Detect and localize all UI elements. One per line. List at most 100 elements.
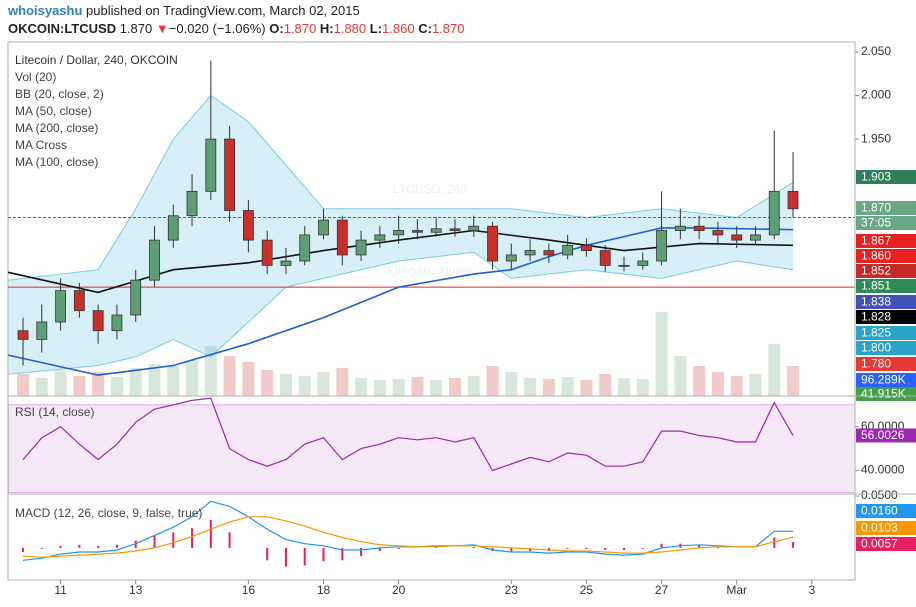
price-tag-label: 1.870: [861, 201, 891, 215]
watermark-subtitle: Litecoin / Dollar: [389, 264, 472, 278]
volume-bar: [336, 368, 349, 396]
price-tag-label: 1.828: [861, 310, 891, 324]
macd-line: [22, 516, 794, 558]
candle-body: [17, 330, 29, 340]
price-tag-label: 1.851: [861, 279, 891, 293]
candle-body: [581, 244, 592, 251]
candle-body: [505, 254, 517, 262]
price-tag: [856, 387, 916, 401]
pane: LTCUSD, 240 Litecoin / Dollar: [8, 60, 855, 396]
candle-body: [130, 279, 142, 316]
volume-bar: [561, 377, 574, 396]
volume-bar: [467, 376, 480, 396]
candle-body: [787, 190, 799, 210]
o-label: O:: [269, 21, 284, 36]
volume-bar: [17, 374, 30, 396]
price-tag: [856, 234, 916, 248]
volume-bar: [618, 378, 630, 396]
pane-title: RSI (14, close): [15, 405, 94, 419]
volume-bar: [430, 380, 443, 396]
price-tag-label: 0.0057: [861, 537, 898, 551]
candle-body: [299, 234, 311, 262]
price-tag-label: 41.915K: [861, 387, 906, 401]
pane-title: MACD (12, 26, close, 9, false, true): [15, 506, 202, 520]
volume-bar: [486, 366, 499, 396]
price-tag: [856, 201, 916, 215]
y-tick-label: 40.0000: [861, 463, 905, 477]
price-tag-label: 96.289K: [861, 373, 906, 387]
candle-body: [111, 314, 123, 332]
price-tag: [856, 373, 916, 387]
volume-bar: [73, 376, 86, 396]
candle-body: [167, 215, 179, 241]
price-tag-label: 1.903: [861, 170, 891, 184]
price-tag-label: 1.780: [861, 357, 891, 371]
candle-body: [562, 244, 574, 256]
candle-body: [92, 310, 104, 332]
volume-bar: [636, 379, 649, 396]
x-tick-label: 18: [317, 583, 331, 597]
legend-text: BB (20, close, 2): [15, 87, 104, 101]
volume-bar: [129, 368, 142, 396]
x-tick-label: 20: [392, 583, 406, 597]
y-tick-label: 2.050: [861, 44, 891, 58]
volume-bar: [693, 366, 706, 396]
quote-line: OKCOIN:LTCUSD 1.870 ▼−0.020 (−1.06%) O: 1…: [8, 20, 464, 38]
volume-bar: [524, 378, 537, 396]
candle-body: [336, 219, 348, 256]
change: −0.020 (−1.06%): [168, 21, 266, 36]
volume-bar: [580, 380, 593, 396]
volume-bar: [542, 379, 555, 396]
volume-bar: [223, 356, 236, 396]
candle-body: [149, 239, 160, 281]
volume-bar: [711, 372, 724, 396]
legend-text: MA Cross: [15, 138, 67, 152]
user-name[interactable]: whoisyashu: [8, 3, 83, 18]
price-tag-label: 1.867: [861, 234, 891, 248]
volume-bar: [392, 379, 405, 396]
h-label: H:: [319, 21, 334, 36]
x-tick-label: 27: [655, 583, 669, 597]
volume-bar: [186, 360, 199, 396]
volume-bar: [242, 362, 255, 396]
published: published on TradingView.com, March 02, …: [86, 3, 360, 18]
price-tag: [856, 341, 916, 355]
arrow: ▼: [155, 21, 169, 36]
symbol: OKCOIN:LTCUSD: [8, 21, 117, 36]
o-value: 1.870: [283, 21, 317, 36]
candle-body: [374, 234, 386, 241]
x-tick-label: 11: [54, 583, 67, 597]
h-value: 1.880: [333, 21, 367, 36]
y-tick-label: 0.0500: [861, 488, 898, 502]
volume-bar: [448, 378, 461, 396]
price-tag: [856, 310, 916, 324]
candle-body: [599, 250, 611, 266]
price-tag: [856, 279, 916, 293]
publish-line: whoisyashu published on TradingView.com,…: [8, 2, 464, 20]
x-tick-label: 3: [808, 583, 815, 597]
price-tag: [856, 216, 916, 230]
chart-title: Litecoin / Dollar, 240, OKCOIN: [15, 53, 178, 67]
price-tag: [856, 521, 916, 535]
volume-bar: [373, 380, 386, 396]
x-tick-label: 16: [242, 583, 256, 597]
volume-bar: [768, 344, 781, 396]
candle-body: [412, 230, 423, 233]
price-tag: [856, 170, 916, 184]
legend-text: MA (100, close): [15, 155, 98, 169]
volume-bar: [204, 346, 217, 396]
legend-text: Vol (20): [15, 70, 56, 84]
price-tag: [856, 295, 916, 309]
candle-body: [543, 250, 555, 256]
price-tag: [856, 537, 916, 551]
price-tag-label: 1.852: [861, 264, 891, 278]
candle-body: [393, 230, 405, 236]
price-tag-label: 0.0160: [861, 504, 898, 518]
candle-body: [73, 290, 85, 312]
price-tag: [856, 249, 916, 263]
candle-body: [693, 225, 705, 231]
candle-body: [36, 321, 48, 340]
volume-bar: [749, 374, 762, 396]
price-tag-label: 1.838: [861, 295, 891, 309]
watermark: LTCUSD, 240: [393, 182, 467, 196]
